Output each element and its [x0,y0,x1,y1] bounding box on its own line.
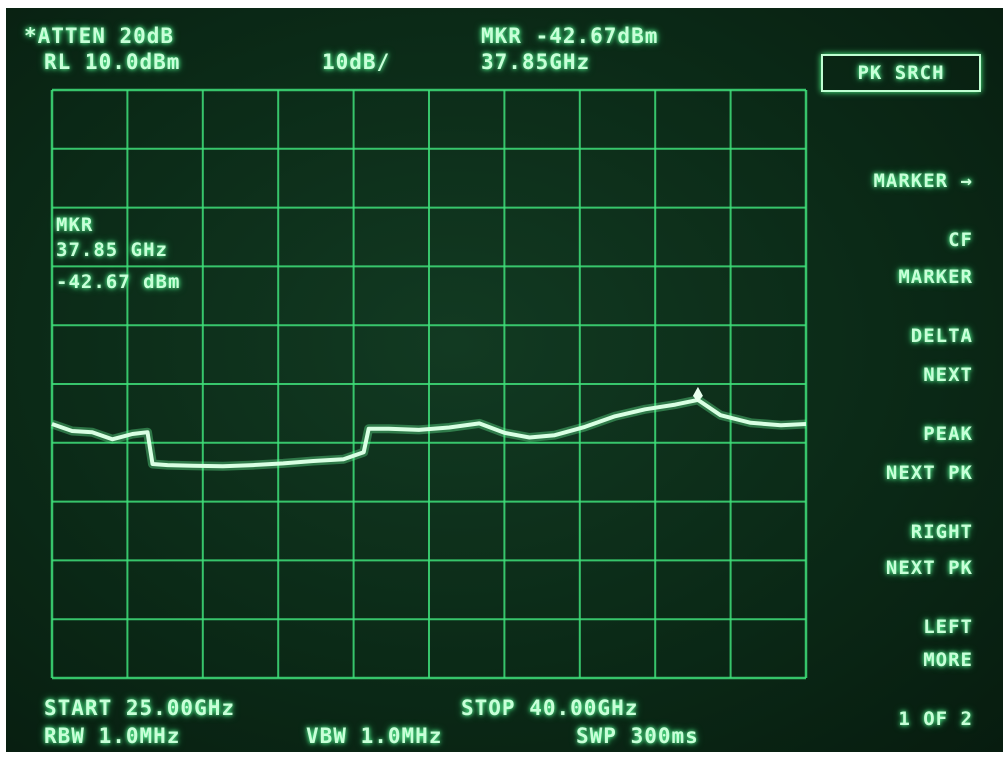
softkey-label-line2: PEAK [923,423,973,445]
softkey-label-line2: 1 OF 2 [898,708,973,730]
marker-level-readout: MKR -42.67dBm [481,24,659,48]
vbw-readout: VBW 1.0MHz [306,724,443,748]
marker-box-title: MKR [56,214,94,236]
softkey-label-line1: MARKER → [873,170,973,192]
softkey-marker-to-cf[interactable]: MARKER → CF [873,134,973,290]
attenuation-readout: *ATTEN 20dB [24,24,175,48]
softkey-label-line1: MARKER [898,266,973,288]
trace-layer [50,386,807,471]
marker-frequency-readout: 37.85GHz [481,50,591,74]
analyzer-screen: *ATTEN 20dB RL 10.0dBm 10dB/ MKR -42.67d… [6,8,1003,752]
rbw-readout: RBW 1.0MHz [44,724,181,748]
softkey-next-pk-left[interactable]: NEXT PK LEFT [886,521,973,677]
start-frequency-readout: START 25.00GHz [44,696,236,720]
softkey-marker-delta[interactable]: MARKER DELTA [898,230,973,386]
softkey-pk-srch-label: PK SRCH [857,61,945,84]
softkey-label-line1: NEXT PK [885,557,973,579]
softkey-label-line2: DELTA [910,325,973,347]
marker-box-level: -42.67 dBm [56,271,181,293]
marker-diamond [692,386,703,402]
sweep-time-readout: SWP 300ms [576,724,699,748]
softkey-label-line1: MORE [923,649,973,671]
reference-level-readout: RL 10.0dBm [44,50,181,74]
softkey-next-peak[interactable]: NEXT PEAK [923,328,973,484]
stop-frequency-readout: STOP 40.00GHz [461,696,639,720]
marker-box-frequency: 37.85 GHz [56,239,168,261]
softkey-label-line2: LEFT [923,616,973,638]
softkey-next-pk-right[interactable]: NEXT PK RIGHT [886,426,973,582]
softkey-label-line2: RIGHT [910,521,973,543]
spectrum-trace [51,397,807,469]
softkey-label-line1: NEXT [923,364,973,386]
graticule-grid [50,88,808,680]
scale-readout: 10dB/ [322,50,391,74]
softkey-pk-srch[interactable]: PK SRCH [821,54,981,92]
softkey-label-line2: CF [948,229,973,251]
spectrum-plot [50,88,808,680]
softkey-label-line1: NEXT PK [885,462,973,484]
softkey-more[interactable]: MORE 1 OF 2 [898,613,973,752]
